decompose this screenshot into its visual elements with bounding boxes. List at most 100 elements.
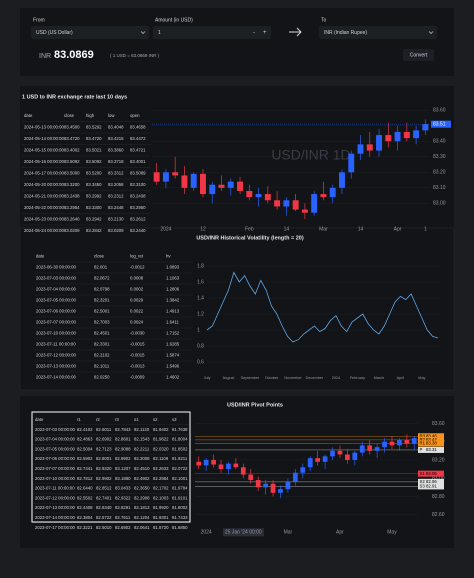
watermark: USD/INR 1D [271,147,350,163]
convert-button[interactable] [403,49,434,61]
table-cell: 83.5089 [130,170,146,175]
table-cell: 1.5874 [166,353,180,358]
candle-body [322,456,328,462]
table-cell: 82.1011 [94,364,110,369]
pivot-name: S3 [420,484,426,489]
label: From [33,17,45,23]
table-cell: 82.8291 [115,505,131,510]
amount-input[interactable] [153,26,271,39]
candle-body [422,124,429,131]
table-cell: 81.9301 [153,515,169,520]
x-tick-label: September [241,376,260,380]
table-cell: 83.4500 [64,124,80,129]
table-cell: 81.7433 [172,515,188,520]
table-cell: 82.5902 [77,456,93,461]
y-tick-label: 0.6 [197,359,204,365]
y-tick-label: 1.8 [197,263,204,269]
table-cell: 1.2806 [166,287,180,292]
table-cell: 2024-05-24 00:00:00 [24,228,65,233]
table-cell: 82.4863 [77,437,93,442]
table-highlight [31,411,191,523]
table-cell: 83.0433 [115,486,131,491]
table-cell: 82.8601 [115,437,131,442]
table-cell: 2024-05-15 00:00:00 [24,147,65,152]
table-cell: 82.5502 [77,495,93,500]
table-cell: 82.0250 [94,375,110,380]
table-cell: 82.4408 [77,505,93,510]
table-cell: 81.9822 [153,437,169,442]
pivot-value: 83.31 [426,447,437,452]
table-cell: 82.6340 [96,505,112,510]
table-cell: 83.5092 [86,159,102,164]
table-cell: 82.9322 [115,495,131,500]
x-tick-label: October [265,376,279,380]
y-tick-label: 83.30 [433,154,446,160]
result-currency: INR [39,53,51,60]
to-select[interactable] [319,26,437,39]
table-cell: 1.7152 [166,331,180,336]
button-label[interactable]: Convert [410,52,428,58]
table-cell: 82.1001 [172,476,188,481]
table-cell: 81.9211 [172,456,188,461]
table-cell: 83.5021 [86,147,102,152]
candle-body [348,153,355,173]
x-tick-label: 1 [424,226,427,232]
table-cell: 0.0002 [130,287,144,292]
table-cell: 82.4510 [134,466,150,471]
table-cell: 83.5292 [86,124,102,129]
table-cell: 82.8001 [96,456,112,461]
table-cell: 82.0798 [94,287,110,292]
x-tick-label: 2024 [160,226,171,232]
table-header: s2 [153,417,158,422]
x-tick-label: August [223,376,236,380]
y-tick-label: 82.80 [432,494,445,500]
table-cell: 83.2992 [86,193,102,198]
table-cell: 83.1880 [115,476,131,481]
table-cell: 2024-05-20 00:00:00 [24,182,65,187]
table-cell: 2024-05-17 00:00:00 [24,170,65,175]
table-cell: 83.4215 [108,136,124,141]
pivot-tag [418,436,444,443]
label: Amount (in USD) [155,17,193,23]
from-select[interactable] [31,26,149,39]
select-value: USD (US Dollar) [36,30,73,36]
candle-body [218,464,224,470]
table-cell: 82.3804 [77,515,93,520]
candle-body [263,483,268,488]
table-cell: 2024-05-13 00:00:00 [24,124,65,129]
table-cell: 1.6411 [166,320,179,325]
table-cell: 82.7003 [94,320,110,325]
converter-panel [20,8,454,76]
x-tick-label: 12 [200,226,206,232]
y-tick-label: 83.60 [432,421,445,427]
table-cell: 82.6902 [115,525,131,530]
plus-button[interactable]: + [263,30,267,36]
minus-button[interactable]: - [253,30,255,36]
table-cell: 82.5001 [94,309,110,314]
table-cell: 81.7638 [172,427,188,432]
table-cell: 83.2448 [108,205,124,210]
candle-body [264,194,271,201]
x-tick-label: May [418,376,425,380]
pivot-name: R1 [420,441,426,446]
table-cell: 82.0641 [134,525,150,530]
table-cell: 82.9320 [96,466,112,471]
table-cell: 1.3842 [166,298,180,303]
candle-body [285,481,291,490]
table-cell: 2023-07-13 00:00:00 [35,505,76,510]
table-cell: 83.4658 [130,124,146,129]
y-tick-label: 83.20 [432,457,445,463]
table-cell: 82.2211 [134,446,150,451]
table-cell: 81.9101 [172,495,188,500]
table-cell: 83.3450 [86,182,102,187]
y-tick-label: 0.8 [197,343,204,349]
candle-body [307,458,313,468]
candle-body [315,458,321,462]
candle-body [246,190,253,198]
pivot-tag [418,433,444,440]
rate-note: ( 1 USD = 83.0869 INR ) [110,53,160,58]
table-cell: 83.2440 [130,228,146,233]
table-cell: 83.3312 [108,170,124,175]
